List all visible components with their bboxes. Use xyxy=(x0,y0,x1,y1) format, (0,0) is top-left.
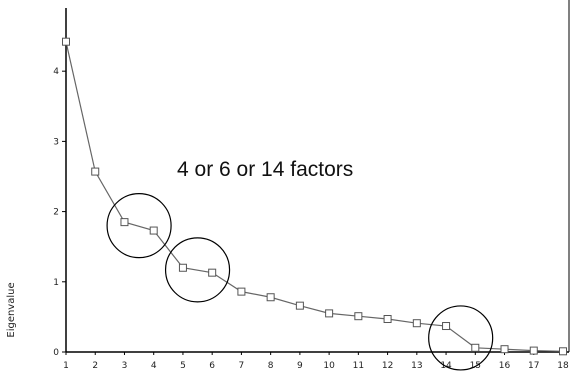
x-tick-label: 9 xyxy=(297,361,303,371)
y-tick-label: 3 xyxy=(53,137,59,147)
x-tick-label: 10 xyxy=(323,361,335,371)
data-point xyxy=(295,301,304,310)
x-tick-label: 5 xyxy=(180,361,186,371)
data-point xyxy=(442,322,451,331)
factors-annotation: 4 or 6 or 14 factors xyxy=(177,158,353,181)
data-point xyxy=(325,309,334,318)
x-tick-label: 7 xyxy=(239,361,245,371)
data-point xyxy=(120,218,129,227)
series-line xyxy=(65,41,564,352)
x-tick-label: 1 xyxy=(63,361,69,371)
highlight-circle xyxy=(164,237,231,303)
x-tick-label: 18 xyxy=(557,361,569,371)
x-tick-label: 12 xyxy=(382,361,393,371)
data-point xyxy=(208,268,217,277)
data-point xyxy=(412,319,421,328)
x-tick-label: 2 xyxy=(92,361,98,371)
x-tick-label: 8 xyxy=(268,361,274,371)
y-tick-label: 2 xyxy=(53,208,59,218)
data-point xyxy=(237,287,246,296)
x-tick-label: 17 xyxy=(528,361,539,371)
data-point xyxy=(91,167,100,176)
y-tick-label: 4 xyxy=(53,67,59,77)
data-point xyxy=(500,345,509,354)
data-point xyxy=(383,315,392,324)
x-tick-label: 6 xyxy=(209,361,215,371)
data-point xyxy=(529,346,538,355)
highlight-circle xyxy=(106,193,172,259)
data-point xyxy=(471,343,480,352)
x-tick-label: 3 xyxy=(122,361,128,371)
data-point xyxy=(559,347,567,356)
data-point xyxy=(354,312,363,321)
data-point xyxy=(62,37,70,46)
y-axis: 0 1 2 3 4 xyxy=(53,8,67,358)
x-tick-label: 4 xyxy=(151,361,157,371)
eigenvalue-series xyxy=(62,37,567,356)
x-axis: 1 2 3 4 5 6 7 8 9 10 11 12 13 14 15 16 17 18 xyxy=(63,351,569,371)
x-tick-label: 16 xyxy=(499,361,511,371)
data-point xyxy=(266,293,275,302)
data-point xyxy=(149,226,158,235)
data-point xyxy=(178,263,187,272)
x-tick-label: 13 xyxy=(411,361,422,371)
y-axis-label: Eigenvalue xyxy=(6,282,17,337)
highlight-circle xyxy=(428,305,494,371)
x-tick-label: 11 xyxy=(353,361,364,371)
highlight-circles xyxy=(106,193,494,371)
y-tick-label: 1 xyxy=(53,278,59,288)
y-tick-label: 0 xyxy=(53,348,59,358)
